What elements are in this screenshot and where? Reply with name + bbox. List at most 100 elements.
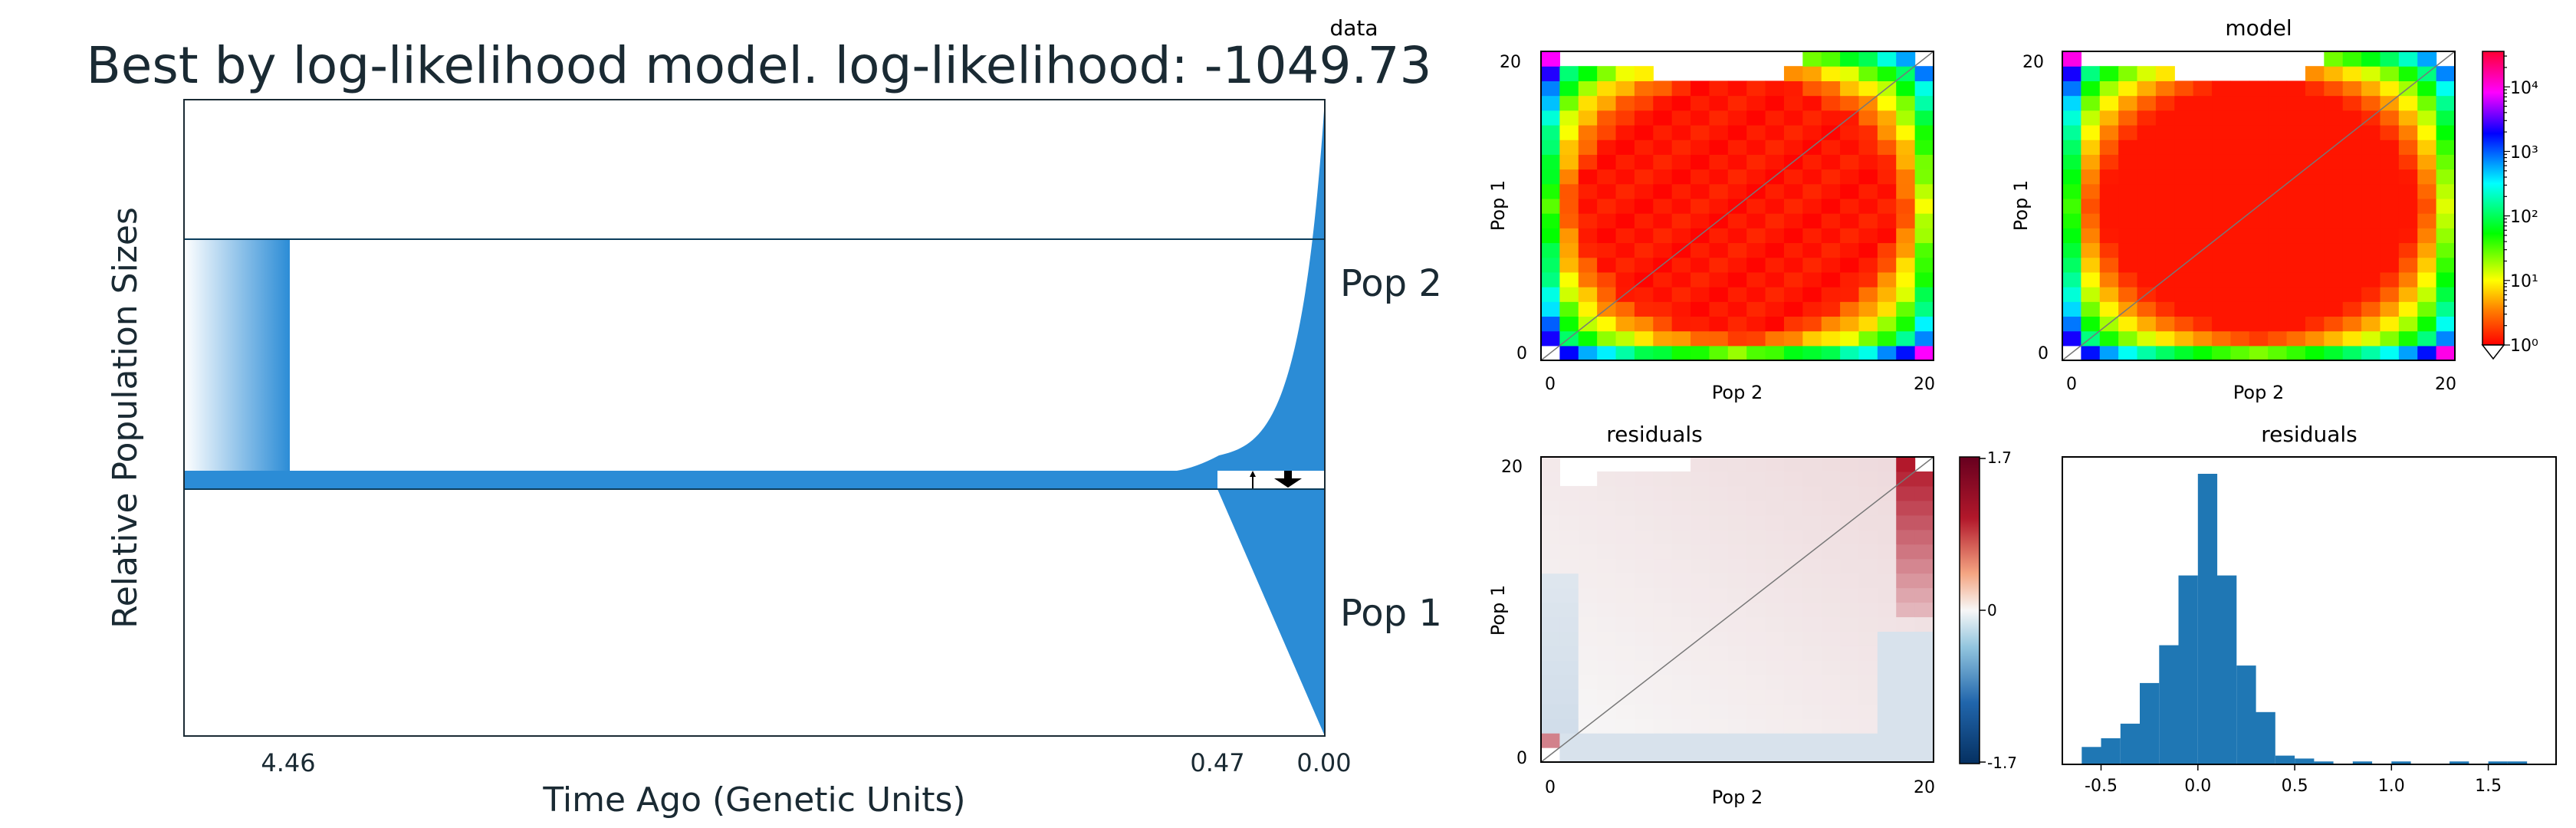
heatmap-cell (2193, 271, 2213, 288)
heatmap-cell (1783, 66, 1803, 81)
heatmap-cell (1541, 169, 1560, 185)
heatmap-cell (1840, 544, 1860, 560)
heatmap-cell (2230, 124, 2250, 140)
heatmap-cell (2155, 198, 2175, 214)
heatmap-cell (1559, 213, 1579, 228)
heatmap-cell (1615, 471, 1635, 487)
heatmap-cell (1877, 183, 1897, 199)
heatmap-cell (2155, 169, 2175, 185)
heatmap-cell (2342, 183, 2362, 199)
heatmap-cell (2230, 110, 2250, 126)
heatmap-cell (1653, 573, 1673, 589)
heatmap-cell (1840, 587, 1860, 603)
heatmap-cell (2155, 66, 2175, 81)
heatmap-cell (1691, 316, 1710, 332)
heatmap-cell (1896, 80, 1916, 97)
heatmap-cell (1597, 485, 1617, 501)
heatmap-cell (1559, 95, 1579, 111)
heatmap-cell (2286, 140, 2306, 155)
heatmap-cell (1653, 124, 1673, 140)
heatmap-data-title: data (1329, 15, 1378, 41)
heatmap-cell (1634, 198, 1654, 214)
heatmap-cell (1765, 316, 1785, 332)
heatmap-model-cells (2062, 51, 2456, 361)
heatmap-cell (1858, 616, 1878, 632)
heatmap-cell (2417, 80, 2437, 97)
heatmap-cell (2398, 242, 2418, 258)
heatmap-cell (1615, 704, 1635, 719)
heatmap-cell (1746, 704, 1766, 719)
heatmap-cell (2081, 66, 2101, 81)
heatmap-cell (1783, 457, 1803, 472)
heatmap-cell (1896, 602, 1916, 618)
heatmap-cell (2436, 228, 2456, 244)
heatmap-cell (1821, 271, 1841, 288)
heatmap-cell (1597, 748, 1617, 763)
heatmap-cell (2155, 183, 2175, 199)
heatmap-cell (1578, 573, 1598, 589)
heatmap-cell (1858, 257, 1878, 273)
heatmap-cell (2193, 124, 2213, 140)
heatmap-cell (2174, 301, 2194, 317)
heatmap-cell (1914, 573, 1934, 589)
heatmap-cell (1727, 183, 1747, 199)
heatmap-cell (1709, 660, 1729, 675)
heatmap-cell (2268, 169, 2288, 185)
heatmap-cell (2118, 95, 2138, 111)
heatmap-cell (2305, 242, 2325, 258)
heatmap-cell (2193, 257, 2213, 273)
heatmap-cell (1821, 544, 1841, 560)
histogram-bar (2178, 575, 2198, 764)
heatmap-cell (1597, 183, 1617, 199)
heatmap-cell (1783, 646, 1803, 661)
heatmap-cell (1559, 80, 1579, 97)
heatmap-cell (2118, 228, 2138, 244)
heatmap-cell (2155, 330, 2175, 347)
heatmap-cell (1783, 242, 1803, 258)
heatmap-cell (2193, 330, 2213, 347)
heatmap-cell (1746, 646, 1766, 661)
heatmap-cell (1896, 169, 1916, 185)
heatmap-cell (1709, 287, 1729, 302)
heatmap-cell (1727, 558, 1747, 574)
heatmap-cell (2286, 110, 2306, 126)
heatmap-cell (1765, 198, 1785, 214)
heatmap-cell (1858, 228, 1878, 244)
colorbar-log (2482, 51, 2505, 346)
heatmap-cell (1653, 544, 1673, 560)
heatmap-cell (1896, 514, 1916, 531)
heatmap-cell (1821, 169, 1841, 185)
y-axis-label: Pop 1 (1487, 180, 1509, 231)
heatmap-cell (2099, 124, 2119, 140)
heatmap-cell (1691, 602, 1710, 618)
heatmap-cell (1559, 271, 1579, 288)
heatmap-cell (1821, 330, 1841, 347)
heatmap-cell (1802, 80, 1822, 97)
heatmap-cell (1615, 345, 1635, 361)
heatmap-cell (2137, 80, 2157, 97)
heatmap-cell (1802, 718, 1822, 734)
heatmap-cell (1858, 287, 1878, 302)
heatmap-cell (1802, 704, 1822, 719)
heatmap-cell (1877, 544, 1897, 560)
heatmap-cell (2398, 345, 2418, 361)
heatmap-cell (1671, 140, 1691, 155)
heatmap-cell (1727, 271, 1747, 288)
heatmap-cell (2286, 95, 2306, 111)
heatmap-cell (2342, 287, 2362, 302)
heatmap-cell (1615, 631, 1635, 646)
heatmap-cell (1858, 573, 1878, 589)
heatmap-cell (1597, 110, 1617, 126)
heatmap-cell (1634, 110, 1654, 126)
heatmap-cell (1896, 529, 1916, 545)
heatmap-cell (2380, 301, 2400, 317)
heatmap-cell (1877, 95, 1897, 111)
heatmap-cell (1541, 529, 1560, 545)
heatmap-cell (1709, 198, 1729, 214)
heatmap-cell (2230, 154, 2250, 170)
heatmap-cell (2062, 110, 2082, 126)
heatmap-cell (2417, 213, 2437, 228)
heatmap-cell (1541, 544, 1560, 560)
heatmap-cell (1765, 660, 1785, 675)
heatmap-cell (1896, 242, 1916, 258)
